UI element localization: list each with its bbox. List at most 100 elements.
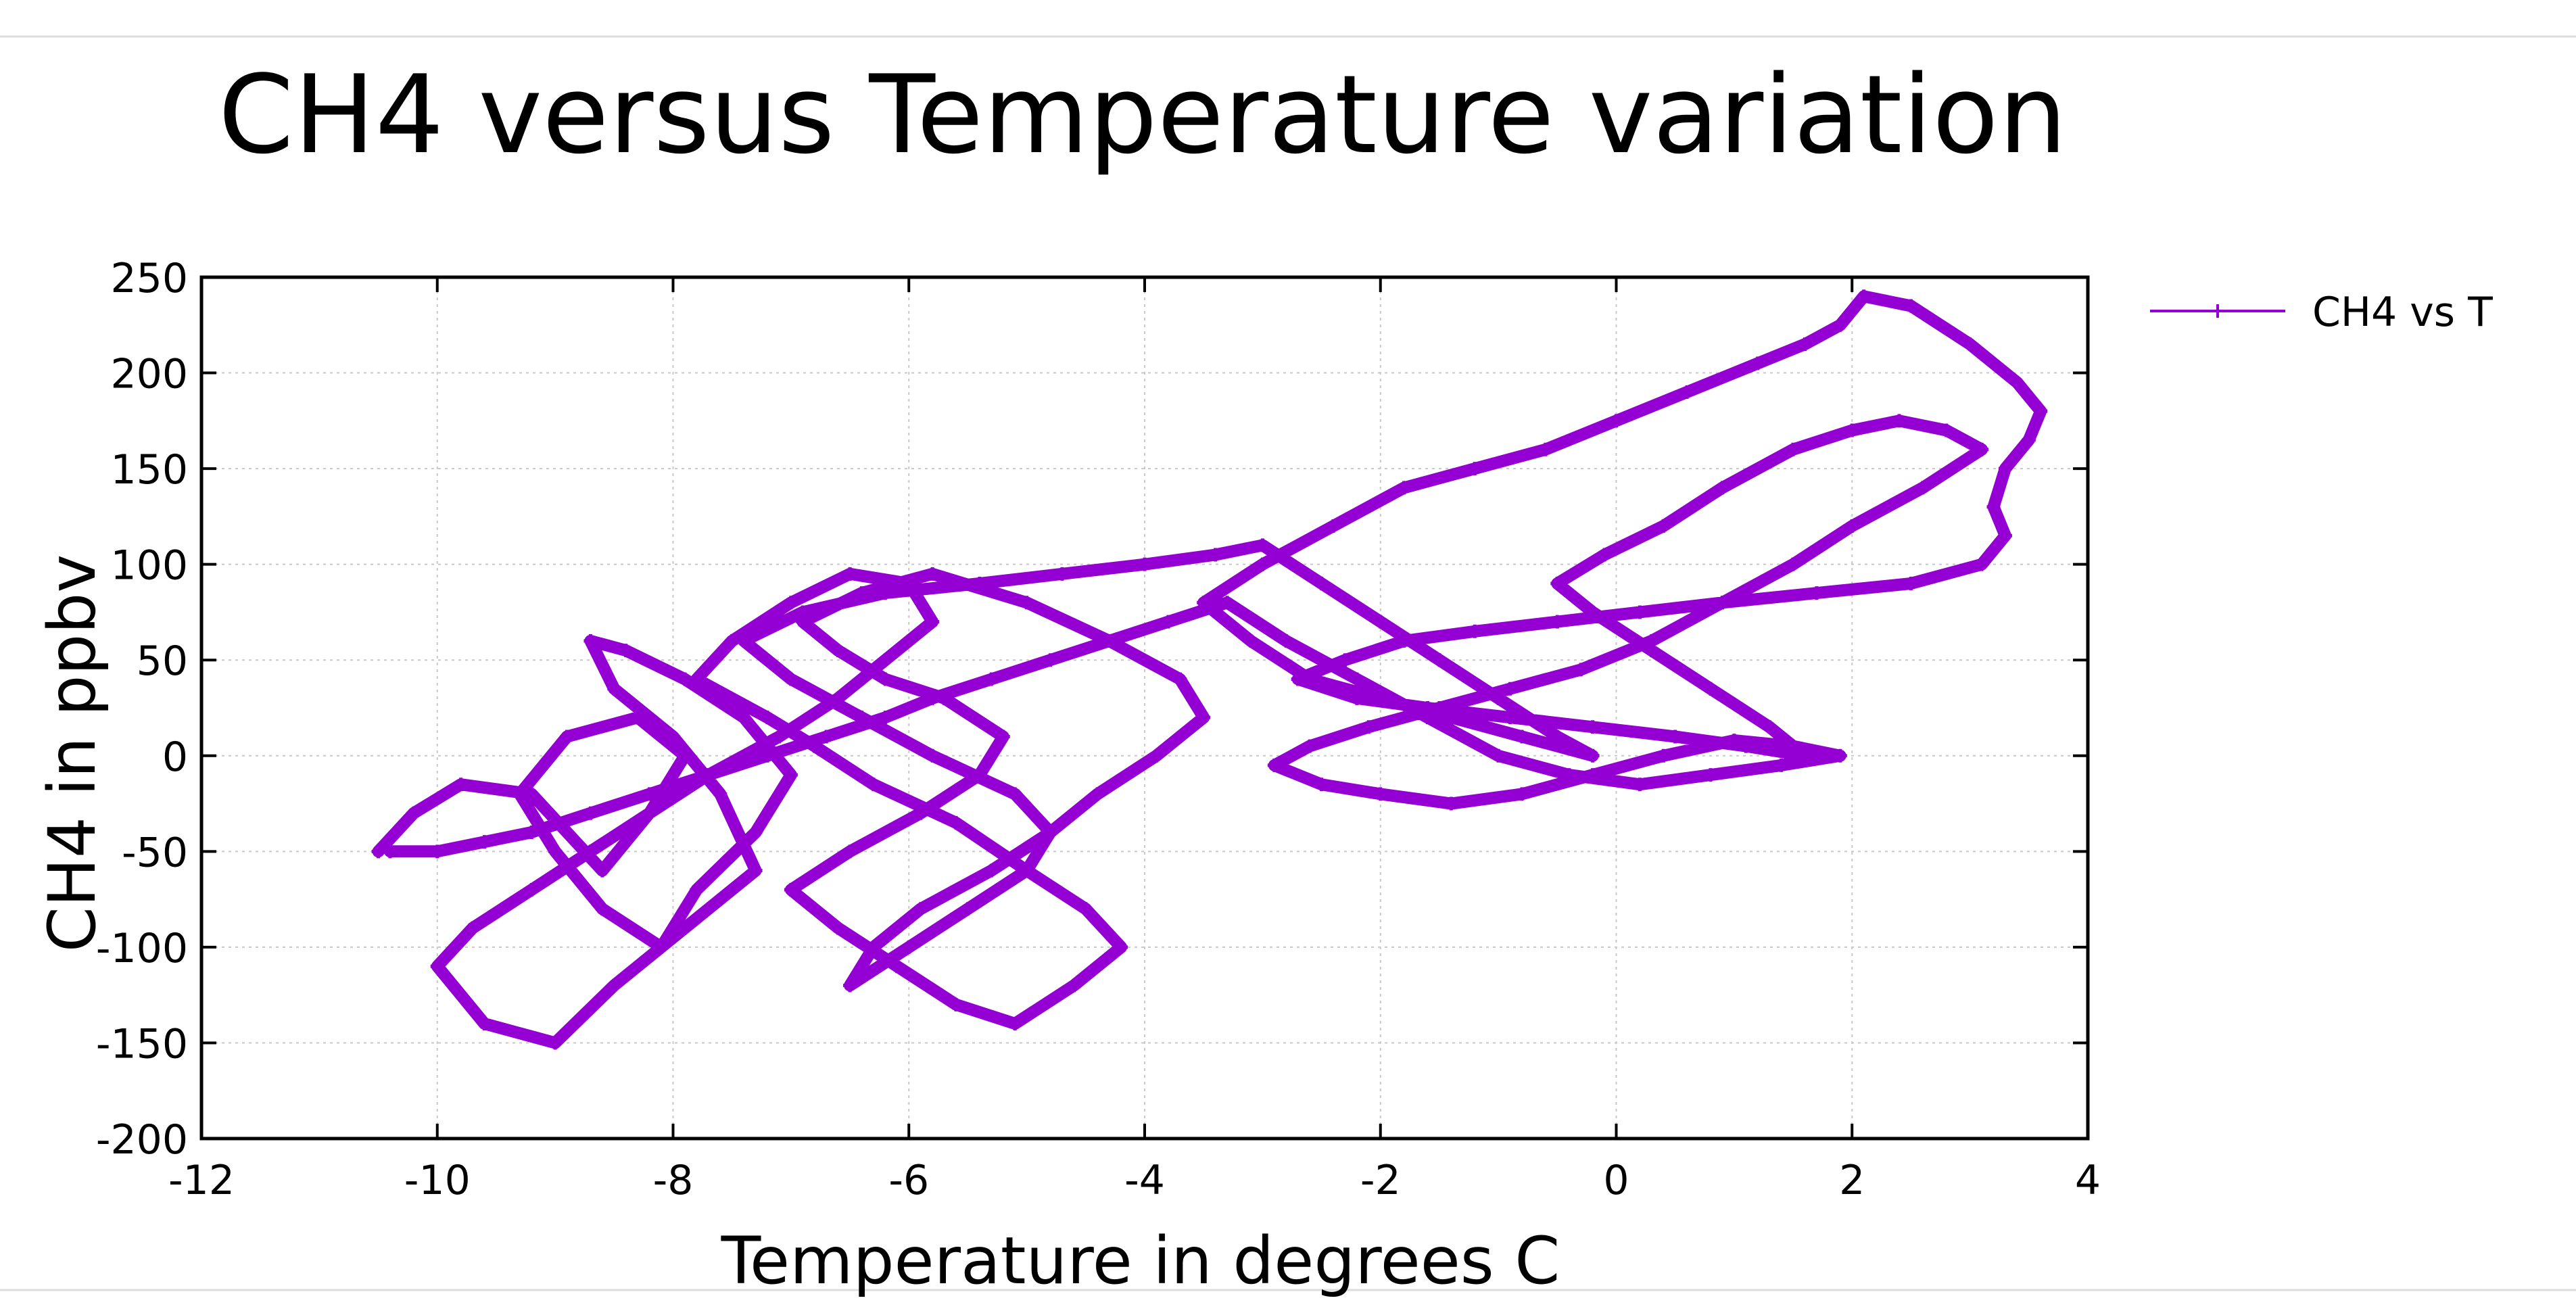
data-point-marker xyxy=(926,691,940,705)
x-tick-label: -6 xyxy=(888,1157,929,1204)
data-point-marker xyxy=(430,959,444,974)
data-point-marker xyxy=(878,653,892,667)
data-point-marker xyxy=(1338,653,1352,667)
data-point-marker xyxy=(1656,748,1671,763)
data-point-marker xyxy=(690,672,704,686)
data-point-marker xyxy=(466,921,480,935)
x-tick-label: -2 xyxy=(1360,1157,1401,1204)
data-point-marker xyxy=(855,586,869,600)
x-tick-label: 2 xyxy=(1839,1157,1865,1204)
data-point-marker xyxy=(737,634,751,648)
data-point-marker xyxy=(619,644,633,658)
data-point-marker xyxy=(1008,1017,1022,1031)
data-point-marker xyxy=(961,902,975,916)
data-point-marker xyxy=(1727,734,1741,748)
data-point-marker xyxy=(1468,462,1482,476)
data-point-marker xyxy=(1197,711,1211,725)
data-point-marker xyxy=(843,844,857,859)
data-point-marker xyxy=(1975,557,1989,571)
legend-label: CH4 vs T xyxy=(2312,289,2493,336)
data-point-marker xyxy=(1303,672,1317,686)
data-point-marker xyxy=(902,940,916,954)
data-point-marker xyxy=(1350,672,1364,686)
data-point-marker xyxy=(1833,318,1847,332)
data-point-marker xyxy=(1432,653,1446,667)
data-point-marker xyxy=(949,815,963,830)
data-point-marker xyxy=(1550,615,1565,629)
data-point-marker xyxy=(1598,548,1612,562)
data-point-marker xyxy=(1585,720,1600,734)
data-point-marker xyxy=(926,748,940,763)
data-point-marker xyxy=(1362,720,1376,734)
data-point-marker xyxy=(583,806,598,820)
data-point-marker xyxy=(1267,758,1281,772)
data-point-marker xyxy=(1915,481,1930,495)
data-point-marker xyxy=(454,778,468,792)
data-point-marker xyxy=(1715,481,1730,495)
data-point-marker xyxy=(548,1036,563,1050)
data-point-marker xyxy=(1704,682,1717,696)
data-point-marker xyxy=(878,586,892,600)
data-point-marker xyxy=(525,787,539,801)
data-point-marker xyxy=(1644,634,1659,648)
data-point-marker xyxy=(654,940,669,954)
data-point-marker xyxy=(371,844,385,859)
data-point-marker xyxy=(1904,299,1918,313)
data-point-marker xyxy=(560,826,574,840)
data-point-marker xyxy=(878,711,892,725)
x-tick-label: -12 xyxy=(168,1157,235,1204)
data-point-marker xyxy=(595,863,609,878)
data-point-marker xyxy=(748,826,763,840)
data-point-marker xyxy=(1468,624,1482,638)
y-tick-label: 250 xyxy=(110,255,188,302)
data-point-marker xyxy=(984,863,999,878)
data-point-marker xyxy=(1986,500,2001,514)
data-point-marker xyxy=(1256,557,1270,571)
data-point-marker xyxy=(1373,787,1387,801)
data-point-marker xyxy=(1020,863,1034,878)
data-point-marker xyxy=(772,730,786,744)
data-point-marker xyxy=(1291,672,1305,686)
data-point-marker xyxy=(512,787,527,801)
data-point-marker xyxy=(1314,576,1329,590)
x-tick-label: 4 xyxy=(2075,1157,2101,1204)
data-point-marker xyxy=(1715,596,1730,610)
data-point-marker xyxy=(796,605,810,619)
data-point-marker xyxy=(1432,701,1446,715)
data-point-marker xyxy=(1538,442,1552,456)
series-line xyxy=(372,290,2047,1049)
legend: CH4 vs T xyxy=(2150,289,2493,336)
data-point-marker xyxy=(972,768,986,782)
data-point-marker xyxy=(701,768,715,782)
data-point-marker xyxy=(1444,711,1458,725)
series-layer xyxy=(371,289,2048,1050)
data-point-marker xyxy=(1256,538,1270,552)
data-point-marker xyxy=(1197,596,1211,610)
data-point-marker xyxy=(1161,615,1175,629)
data-point-marker xyxy=(1833,748,1847,763)
data-point-marker xyxy=(890,959,904,974)
data-point-marker xyxy=(548,844,563,859)
data-point-marker xyxy=(1208,548,1222,562)
data-point-marker xyxy=(1114,940,1128,954)
data-point-marker xyxy=(831,644,845,658)
data-point-marker xyxy=(1892,414,1906,428)
data-point-marker xyxy=(725,634,739,648)
data-point-marker xyxy=(583,634,598,648)
data-point-marker xyxy=(807,739,821,753)
data-point-marker xyxy=(878,672,892,686)
data-point-marker xyxy=(737,711,751,725)
data-point-marker xyxy=(902,576,916,590)
data-point-marker xyxy=(1314,778,1329,792)
data-point-marker xyxy=(677,921,692,935)
data-point-marker xyxy=(784,596,798,610)
data-point-marker xyxy=(1975,442,1989,456)
data-point-marker xyxy=(1492,691,1506,705)
data-point-marker xyxy=(1043,826,1057,840)
data-point-marker xyxy=(1397,481,1411,495)
data-point-marker xyxy=(631,711,645,725)
data-point-marker xyxy=(1067,978,1081,993)
data-point-marker xyxy=(1998,529,2012,543)
data-point-marker xyxy=(1609,414,1623,428)
